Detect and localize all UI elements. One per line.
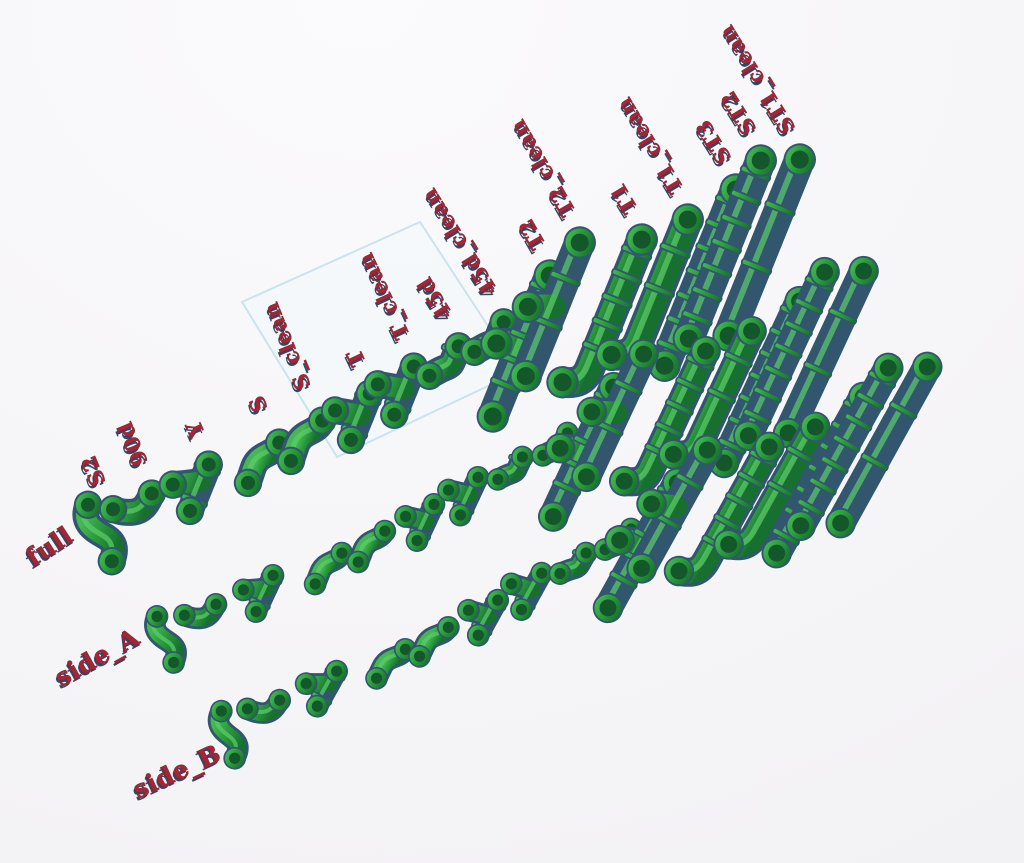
- pipe-piece-full-45d[interactable]: [412, 323, 476, 399]
- pipe-piece-side_B-S[interactable]: [362, 630, 419, 698]
- pipe-piece-side_A-T2_clean[interactable]: [547, 326, 663, 496]
- pipe-piece-side_B-45d[interactable]: [546, 532, 601, 594]
- pipe-piece-full-S2[interactable]: [55, 488, 146, 579]
- pipe-piece-side_A-90d[interactable]: [170, 580, 230, 639]
- pipe-piece-side_B-ST2[interactable]: [781, 348, 908, 545]
- pipe-piece-side_A-T_clean[interactable]: [427, 454, 492, 529]
- pipe-piece-side_A-S_clean[interactable]: [344, 512, 399, 580]
- pipe-piece-full-T1[interactable]: [543, 212, 662, 409]
- pipe-piece-side_A-S[interactable]: [301, 534, 356, 602]
- pipe-piece-side_A-ST1_clean[interactable]: [769, 252, 883, 452]
- pipe-piece-side_B-T1_clean[interactable]: [709, 398, 835, 573]
- pipe-piece-side_A-S2[interactable]: [128, 602, 202, 676]
- pipe-piece-side_B-T_clean[interactable]: [488, 548, 556, 624]
- pipe-piece-side_A-T1[interactable]: [605, 324, 725, 508]
- pipe-piece-full-90d[interactable]: [96, 465, 169, 537]
- pipe-piece-full-ST2[interactable]: [669, 141, 781, 359]
- pipe-piece-side_B-90d[interactable]: [233, 674, 294, 735]
- pipe-piece-side_A-T[interactable]: [384, 482, 448, 555]
- pipe-piece-full-ST1_clean[interactable]: [709, 140, 820, 356]
- pipe-piece-side_B-T[interactable]: [446, 576, 512, 650]
- pipe-piece-side_B-T2_clean[interactable]: [602, 420, 726, 588]
- pipe-piece-full-T[interactable]: [310, 367, 387, 458]
- pipe-piece-side_B-S2[interactable]: [190, 697, 266, 773]
- pipe-piece-side_A-Y[interactable]: [223, 553, 287, 626]
- pipe-piece-side_B-T1[interactable]: [660, 418, 789, 599]
- pipe-piece-side_A-ST2[interactable]: [729, 253, 844, 455]
- pipe-piece-full-Y[interactable]: [149, 438, 226, 529]
- pipe-piece-side_B-S_clean[interactable]: [405, 608, 462, 676]
- pipe-piece-side_B-Y[interactable]: [285, 647, 351, 721]
- pipe-piece-full-S[interactable]: [231, 420, 297, 505]
- pipe-piece-side_A-45d[interactable]: [484, 438, 537, 499]
- pipe-piece-full-T_clean[interactable]: [352, 339, 431, 432]
- pipe-piece-full-T2_clean[interactable]: [484, 214, 600, 396]
- pipe-piece-side_B-ST1_clean[interactable]: [821, 347, 947, 542]
